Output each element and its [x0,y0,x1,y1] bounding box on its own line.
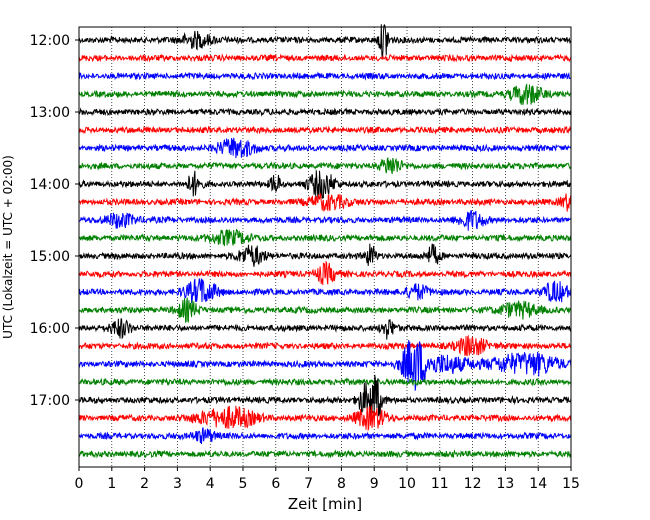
trace-1545 [78,297,572,323]
y-tick-label: 14:00 [30,177,70,193]
trace-1445 [78,228,572,247]
trace-1345 [78,156,572,175]
trace-1630 [78,340,572,391]
x-tick-label: 10 [398,476,416,492]
y-axis: 12:00 13:00 14:00 15:00 16:00 17:00 [30,33,79,409]
x-tick-label: 15 [562,476,580,492]
y-axis-label: UTC (Lokalzeit = UTC + 02:00) [1,155,15,339]
x-tick-label: 6 [271,476,280,492]
y-tick-label: 16:00 [30,321,70,337]
trace-1515 [78,260,572,286]
x-tick-label: 2 [140,476,149,492]
trace-1200 [78,24,572,60]
x-tick-label: 12 [464,476,482,492]
x-axis: 0 1 2 3 4 5 6 7 8 9 10 11 12 13 14 15 [75,467,580,492]
plot-frame [78,26,572,468]
traces [78,24,572,459]
x-tick-label: 4 [206,476,215,492]
y-tick-label: 13:00 [30,105,70,121]
trace-1700 [78,374,572,420]
trace-1730 [78,427,572,445]
x-axis-label: Zeit [min] [288,495,362,513]
y-tick-label: 12:00 [30,33,70,49]
trace-1530 [78,278,572,304]
trace-1315 [78,125,572,135]
y-tick-label: 17:00 [30,393,70,409]
trace-1330 [78,137,572,159]
y-tick-label: 15:00 [30,249,70,265]
trace-1300 [78,107,572,117]
trace-1215 [78,53,572,63]
x-tick-label: 8 [337,476,346,492]
trace-1615 [78,334,572,357]
x-tick-label: 1 [107,476,116,492]
x-tick-label: 7 [304,476,313,492]
x-tick-label: 9 [370,476,379,492]
grid-lines [111,27,539,467]
x-tick-label: 3 [173,476,182,492]
trace-1430 [78,210,572,231]
trace-1415 [78,193,572,212]
x-tick-label: 5 [239,476,248,492]
x-tick-label: 14 [529,476,547,492]
trace-1500 [78,243,572,267]
trace-1600 [78,318,572,340]
trace-1715 [78,405,572,432]
trace-1745 [78,449,572,459]
x-tick-label: 13 [496,476,514,492]
x-tick-label: 11 [431,476,449,492]
trace-1400 [78,170,572,199]
trace-1645 [78,377,572,387]
trace-1245 [78,83,572,105]
x-tick-label: 0 [75,476,84,492]
trace-1230 [78,71,572,81]
